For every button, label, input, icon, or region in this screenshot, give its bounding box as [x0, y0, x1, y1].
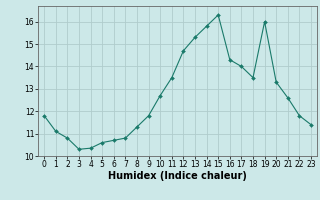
- X-axis label: Humidex (Indice chaleur): Humidex (Indice chaleur): [108, 171, 247, 181]
